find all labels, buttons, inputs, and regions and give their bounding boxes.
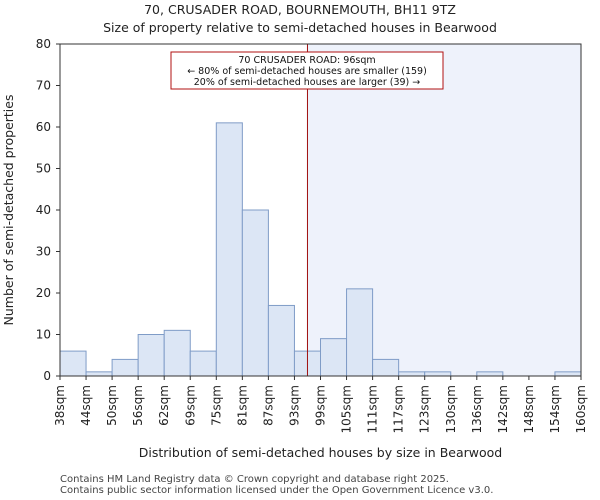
y-axis-label: Number of semi-detached properties (1, 95, 16, 326)
annotation-line-1: 70 CRUSADER ROAD: 96sqm (238, 55, 375, 66)
x-tick-label: 56sqm (131, 385, 145, 426)
bar-111sqm (372, 358, 400, 377)
x-tick-label: 87sqm (261, 385, 275, 426)
y-tick-label: 10 (36, 328, 51, 342)
bar-105sqm (346, 288, 374, 377)
bar-75sqm (215, 122, 243, 377)
x-tick-label: 142sqm (496, 385, 510, 433)
x-tick-label: 130sqm (444, 385, 458, 433)
bar-56sqm (137, 334, 165, 377)
x-tick-label: 62sqm (157, 385, 171, 426)
footer-licence: Contains public sector information licen… (60, 485, 494, 496)
x-tick-label: 117sqm (392, 385, 406, 433)
annotation-line-2: ← 80% of semi-detached houses are smalle… (187, 66, 427, 77)
y-tick-label: 20 (36, 286, 51, 300)
y-tick-label: 30 (36, 245, 51, 259)
y-tick-label: 70 (36, 79, 51, 93)
bar-99sqm (320, 338, 348, 377)
bar-69sqm (189, 350, 217, 377)
x-tick-label: 38sqm (53, 385, 67, 426)
x-tick-label: 105sqm (340, 385, 354, 433)
bar-81sqm (241, 209, 269, 377)
y-tick-label: 80 (36, 37, 51, 51)
bar-50sqm (111, 358, 139, 377)
y-tick-label: 50 (36, 162, 51, 176)
x-tick-label: 136sqm (470, 385, 484, 433)
x-tick-label: 123sqm (418, 385, 432, 433)
x-tick-label: 99sqm (314, 385, 328, 426)
x-tick-label: 111sqm (366, 385, 380, 433)
y-ticks-group: 0 10 20 30 40 50 60 70 80 (36, 37, 60, 383)
chart-subtitle: Size of property relative to semi-detach… (103, 20, 497, 35)
chart-title: 70, CRUSADER ROAD, BOURNEMOUTH, BH11 9TZ (144, 2, 456, 17)
x-tick-label: 44sqm (79, 385, 93, 426)
x-ticks-group: 38sqm 44sqm 50sqm 56sqm 62sqm 69sqm 75sqm 81sqm… (53, 376, 588, 433)
x-tick-label: 154sqm (548, 385, 562, 433)
footer-copyright: Contains HM Land Registry data © Crown c… (60, 474, 449, 485)
x-tick-label: 50sqm (105, 385, 119, 426)
bar-38sqm (59, 350, 87, 377)
bars-group (59, 122, 582, 377)
y-tick-label: 40 (36, 203, 51, 217)
x-tick-label: 69sqm (183, 385, 197, 426)
bar-62sqm (163, 329, 191, 377)
bar-87sqm (267, 304, 295, 377)
x-tick-label: 93sqm (287, 385, 301, 426)
y-tick-label: 60 (36, 120, 51, 134)
bar-154sqm (554, 371, 582, 377)
x-tick-label: 75sqm (209, 385, 223, 426)
y-tick-label: 0 (43, 369, 51, 383)
bar-136sqm (476, 371, 504, 377)
x-tick-label: 160sqm (574, 385, 588, 433)
x-axis-label: Distribution of semi-detached houses by … (139, 445, 502, 460)
annotation-box: 70 CRUSADER ROAD: 96sqm ← 80% of semi-de… (170, 51, 444, 90)
x-tick-label: 148sqm (522, 385, 536, 433)
annotation-line-3: 20% of semi-detached houses are larger (… (194, 77, 421, 88)
bar-117sqm (398, 371, 426, 377)
bar-123sqm (424, 371, 452, 377)
x-tick-label: 81sqm (235, 385, 249, 426)
bar-44sqm (85, 371, 113, 377)
